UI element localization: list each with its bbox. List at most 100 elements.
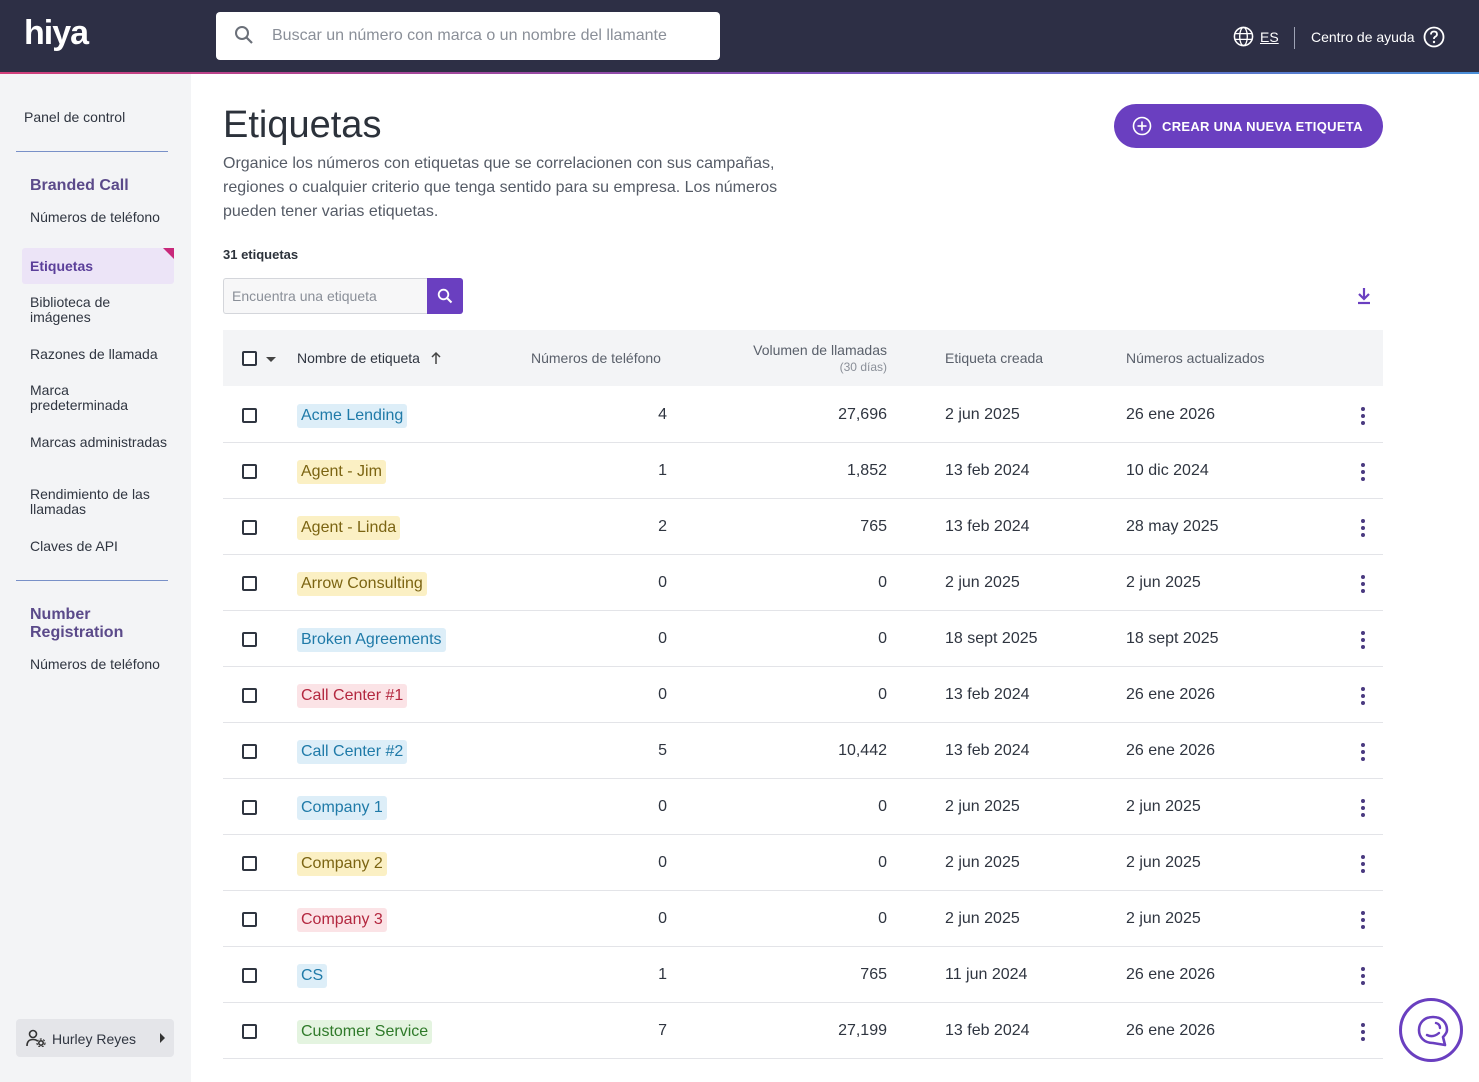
created-date: 2 jun 2025 (945, 798, 1020, 815)
global-search[interactable] (216, 12, 720, 60)
row-checkbox[interactable] (242, 576, 257, 591)
user-menu[interactable]: Hurley Reyes (16, 1019, 174, 1057)
row-checkbox[interactable] (242, 520, 257, 535)
phone-count: 4 (658, 406, 667, 423)
row-actions-kebab-icon[interactable] (1360, 743, 1366, 761)
tag-pill[interactable]: CS (297, 964, 328, 988)
updated-date: 2 jun 2025 (1126, 574, 1201, 591)
chat-button[interactable] (1399, 998, 1463, 1062)
column-header-volume-sub: (30 días) (839, 360, 887, 374)
sidebar: Panel de control Branded Call Números de… (0, 74, 191, 1082)
row-checkbox[interactable] (242, 912, 257, 927)
sidebar-item-dashboard[interactable]: Panel de control (24, 109, 126, 125)
language-code[interactable]: ES (1260, 28, 1279, 45)
table-row[interactable]: CS 1 765 11 jun 2024 26 ene 2026 (223, 947, 1383, 1003)
created-date: 13 feb 2024 (945, 518, 1030, 535)
create-tag-button[interactable]: CREAR UNA NUEVA ETIQUETA (1114, 104, 1383, 148)
help-icon (1423, 26, 1444, 48)
row-actions-kebab-icon[interactable] (1360, 687, 1366, 705)
created-date: 18 sept 2025 (945, 630, 1038, 647)
updated-date: 2 jun 2025 (1126, 854, 1201, 871)
column-header-volume[interactable]: Volumen de llamadas (753, 342, 887, 358)
header-divider (1294, 27, 1295, 49)
sidebar-item-registration-phone-numbers[interactable]: Números de teléfono (30, 656, 160, 672)
tag-pill[interactable]: Company 3 (297, 908, 387, 932)
language-selector[interactable]: ES (1233, 26, 1279, 47)
help-center-link[interactable]: Centro de ayuda (1311, 26, 1445, 48)
row-actions-kebab-icon[interactable] (1360, 407, 1366, 425)
row-checkbox[interactable] (242, 1024, 257, 1039)
row-checkbox[interactable] (242, 464, 257, 479)
row-checkbox[interactable] (242, 800, 257, 815)
row-actions-kebab-icon[interactable] (1360, 911, 1366, 929)
column-header-created[interactable]: Etiqueta creada (945, 350, 1044, 366)
tag-pill[interactable]: Arrow Consulting (297, 572, 427, 596)
row-checkbox[interactable] (242, 856, 257, 871)
table-row[interactable]: Company 1 0 0 2 jun 2025 2 jun 2025 (223, 779, 1383, 835)
select-menu-caret-icon[interactable] (266, 357, 276, 362)
table-row[interactable]: Company 3 0 0 2 jun 2025 2 jun 2025 (223, 891, 1383, 947)
table-row[interactable]: Agent - Linda 2 765 13 feb 2024 28 may 2025 (223, 499, 1383, 555)
sidebar-item-tags[interactable]: Etiquetas (22, 248, 174, 284)
created-date: 2 jun 2025 (945, 574, 1020, 591)
column-header-phones[interactable]: Números de teléfono (531, 350, 661, 366)
tag-pill[interactable]: Call Center #1 (297, 684, 408, 708)
table-row[interactable]: Arrow Consulting 0 0 2 jun 2025 2 jun 2025 (223, 555, 1383, 611)
tag-search-input[interactable] (223, 278, 429, 314)
table-row[interactable]: Customer Service 7 27,199 13 feb 2024 26 ene… (223, 1003, 1383, 1059)
table-row[interactable]: Acme Lending 4 27,696 2 jun 2025 26 ene 2026 (223, 387, 1383, 443)
tag-pill[interactable]: Call Center #2 (297, 740, 408, 764)
tag-pill[interactable]: Agent - Linda (297, 516, 401, 540)
sidebar-item-default-brand[interactable]: Marca predeterminada (30, 382, 129, 413)
updated-date: 28 may 2025 (1126, 518, 1219, 535)
created-date: 13 feb 2024 (945, 1022, 1030, 1039)
table-row[interactable]: Agent - Jim 1 1,852 13 feb 2024 10 dic 2024 (223, 443, 1383, 499)
call-volume: 27,199 (838, 1022, 887, 1039)
row-actions-kebab-icon[interactable] (1360, 463, 1366, 481)
top-bar: hiya ES Centro de ayuda (0, 0, 1479, 72)
select-all-checkbox[interactable] (242, 351, 257, 366)
row-checkbox[interactable] (242, 744, 257, 759)
row-actions-kebab-icon[interactable] (1360, 631, 1366, 649)
row-actions-kebab-icon[interactable] (1360, 1023, 1366, 1041)
sidebar-item-image-library[interactable]: Biblioteca de imágenes (30, 294, 111, 325)
sidebar-item-managed-brands[interactable]: Marcas administradas (30, 434, 167, 450)
tag-pill[interactable]: Agent - Jim (297, 460, 386, 484)
globe-icon (1233, 26, 1254, 47)
row-checkbox[interactable] (242, 408, 257, 423)
tag-pill[interactable]: Company 2 (297, 852, 387, 876)
phone-count: 1 (658, 966, 667, 983)
table-row[interactable]: Broken Agreements 0 0 18 sept 2025 18 sept 2… (223, 611, 1383, 667)
sidebar-item-phone-numbers[interactable]: Números de teléfono (30, 209, 160, 225)
tag-pill[interactable]: Company 1 (297, 796, 387, 820)
phone-count: 0 (658, 686, 667, 703)
row-actions-kebab-icon[interactable] (1360, 855, 1366, 873)
tag-search-button[interactable] (427, 278, 463, 314)
row-actions-kebab-icon[interactable] (1360, 519, 1366, 537)
table-row[interactable]: Call Center #1 0 0 13 feb 2024 26 ene 2026 (223, 667, 1383, 723)
sidebar-item-call-reasons[interactable]: Razones de llamada (30, 346, 158, 362)
tag-count: 31 etiquetas (223, 247, 299, 262)
download-icon[interactable] (1355, 286, 1373, 306)
call-volume: 10,442 (838, 742, 887, 759)
row-checkbox[interactable] (242, 968, 257, 983)
table-row[interactable]: Call Center #2 5 10,442 13 feb 2024 26 ene 2… (223, 723, 1383, 779)
row-actions-kebab-icon[interactable] (1360, 799, 1366, 817)
updated-date: 26 ene 2026 (1126, 966, 1215, 983)
tag-pill[interactable]: Broken Agreements (297, 628, 446, 652)
column-header-name[interactable]: Nombre de etiqueta (297, 350, 442, 366)
row-checkbox[interactable] (242, 632, 257, 647)
global-search-input[interactable] (272, 22, 712, 50)
hiya-logo[interactable]: hiya (24, 14, 89, 52)
table-row[interactable]: Company 2 0 0 2 jun 2025 2 jun 2025 (223, 835, 1383, 891)
sidebar-item-call-performance[interactable]: Rendimiento de las llamadas (30, 486, 150, 517)
phone-count: 1 (658, 462, 667, 479)
row-actions-kebab-icon[interactable] (1360, 575, 1366, 593)
column-header-updated[interactable]: Números actualizados (1126, 350, 1265, 366)
tag-pill[interactable]: Customer Service (297, 1020, 433, 1044)
tag-pill[interactable]: Acme Lending (297, 404, 408, 428)
sidebar-item-tags-label: Etiquetas (30, 258, 94, 274)
row-checkbox[interactable] (242, 688, 257, 703)
row-actions-kebab-icon[interactable] (1360, 967, 1366, 985)
sidebar-item-api-keys[interactable]: Claves de API (30, 538, 118, 554)
